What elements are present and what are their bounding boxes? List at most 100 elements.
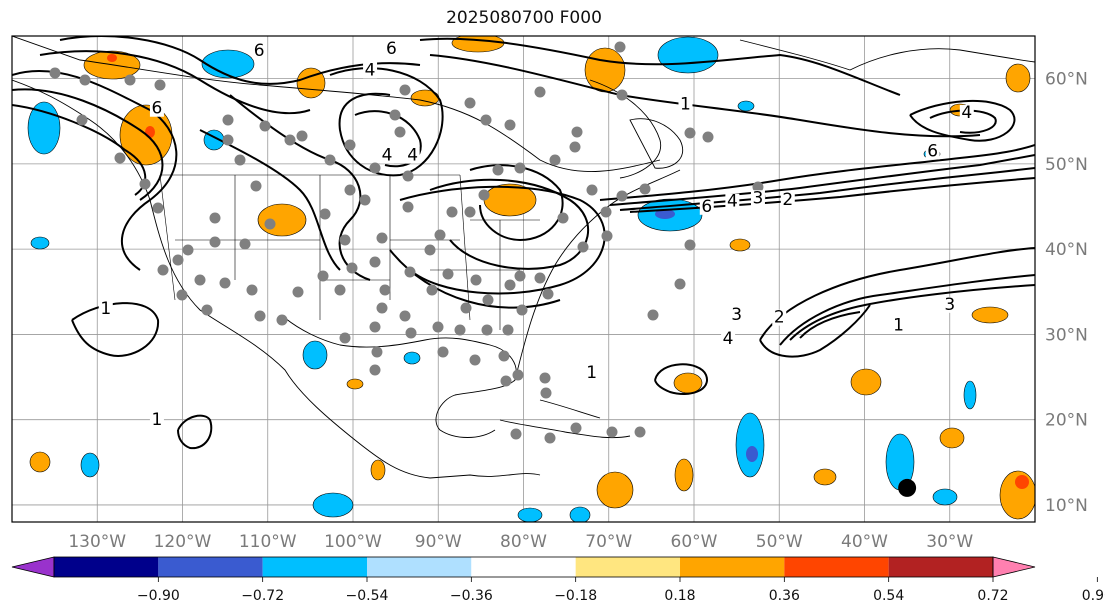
positive-anomaly bbox=[939, 427, 965, 449]
latitude-label: 40°N bbox=[1045, 240, 1088, 260]
station-dot bbox=[464, 97, 476, 109]
station-dot bbox=[172, 254, 184, 266]
station-dot bbox=[334, 284, 346, 296]
station-dot bbox=[601, 230, 613, 242]
contour-label: 6 bbox=[701, 197, 712, 217]
station-dot bbox=[369, 256, 381, 268]
station-dot bbox=[76, 114, 88, 126]
contour-label-bg bbox=[252, 42, 267, 59]
station-dot bbox=[684, 239, 696, 251]
contour-label-bg bbox=[925, 143, 940, 160]
station-dot bbox=[432, 321, 444, 333]
station-dot bbox=[201, 304, 213, 316]
station-dot bbox=[482, 294, 494, 306]
contour-label-bg bbox=[721, 330, 736, 347]
station-dot bbox=[639, 183, 651, 195]
negative-anomaly bbox=[569, 506, 591, 522]
negative-anomaly bbox=[30, 236, 50, 250]
station-dot bbox=[176, 289, 188, 301]
longitude-label: 100°W bbox=[324, 532, 382, 552]
station-dot bbox=[634, 426, 646, 438]
station-dot bbox=[702, 131, 714, 143]
coastlines bbox=[12, 36, 1035, 479]
negative-anomaly bbox=[735, 412, 765, 478]
contour-label-bg bbox=[780, 191, 795, 208]
strong-positive-anomaly bbox=[145, 126, 155, 138]
station-dot bbox=[540, 387, 552, 399]
positive-anomaly bbox=[451, 36, 505, 53]
latitude-label: 30°N bbox=[1045, 325, 1088, 345]
station-dot bbox=[324, 154, 336, 166]
colorbar-swatch bbox=[680, 557, 785, 577]
station-dot bbox=[470, 274, 482, 286]
station-dot bbox=[498, 350, 510, 362]
strong-negative-anomaly bbox=[655, 209, 675, 219]
station-dot bbox=[344, 184, 356, 196]
colorbar-label: −0.54 bbox=[346, 588, 389, 604]
station-dot bbox=[460, 302, 472, 314]
station-dot bbox=[239, 238, 251, 250]
longitude-label: 60°W bbox=[671, 532, 718, 552]
station-dot bbox=[222, 134, 234, 146]
contour-label: 6 bbox=[927, 141, 938, 161]
station-dot bbox=[570, 422, 582, 434]
station-dot bbox=[346, 262, 358, 274]
station-dot bbox=[464, 206, 476, 218]
station-dot bbox=[264, 218, 276, 230]
map-title: 2025080700 F000 bbox=[446, 8, 602, 28]
strong-positive-anomaly bbox=[1015, 475, 1029, 489]
positive-anomaly bbox=[850, 368, 882, 396]
station-dot bbox=[49, 67, 61, 79]
station-dot bbox=[250, 180, 262, 192]
station-dot bbox=[549, 154, 561, 166]
contour-label: 1 bbox=[152, 410, 163, 430]
station-dot bbox=[504, 119, 516, 131]
station-dot bbox=[405, 327, 417, 339]
station-dot bbox=[571, 126, 583, 138]
contour-label: 2 bbox=[782, 190, 793, 210]
contour-label-bg bbox=[891, 317, 906, 334]
longitude-label: 90°W bbox=[415, 532, 462, 552]
station-dot bbox=[296, 130, 308, 142]
station-dot bbox=[379, 284, 391, 296]
strong-positive-anomaly bbox=[107, 54, 117, 62]
contour-label: 4 bbox=[365, 60, 376, 80]
contour-label: 1 bbox=[586, 363, 597, 383]
colorbar-swatch bbox=[784, 557, 889, 577]
contour-label: 2 bbox=[774, 308, 785, 328]
station-dot bbox=[510, 428, 522, 440]
station-dot bbox=[404, 266, 416, 278]
positive-anomaly bbox=[370, 459, 386, 481]
positive-anomaly bbox=[729, 238, 751, 252]
latitude-label: 60°N bbox=[1045, 70, 1088, 90]
colorbar-label: −0.72 bbox=[241, 588, 284, 604]
contour-label: 1 bbox=[893, 315, 904, 335]
station-dot bbox=[369, 321, 381, 333]
station-dot bbox=[394, 126, 406, 138]
station-dot bbox=[359, 194, 371, 206]
station-dot bbox=[399, 310, 411, 322]
colorbar-swatch bbox=[575, 557, 680, 577]
contour-label-bg bbox=[772, 309, 787, 326]
contour-label: 3 bbox=[753, 188, 764, 208]
station-dot bbox=[569, 141, 581, 153]
station-dot bbox=[376, 302, 388, 314]
colorbar: −0.90 −0.72 −0.54 −0.36 −0.18 0.18 0.36 0.54 0.7… bbox=[11, 556, 1105, 604]
colorbar-label: 0.18 bbox=[664, 588, 695, 604]
longitude-labels: 130°W 120°W 110°W 100°W 90°W 80°W 70°W 60°W 50°W… bbox=[68, 532, 973, 552]
station-dot bbox=[534, 86, 546, 98]
negative-anomaly bbox=[963, 380, 977, 410]
station-dot bbox=[614, 41, 626, 53]
positive-anomaly bbox=[971, 306, 1009, 324]
colorbar-label: −0.90 bbox=[137, 588, 180, 604]
latitude-label: 20°N bbox=[1045, 411, 1088, 431]
station-dot bbox=[514, 270, 526, 282]
station-dot bbox=[539, 372, 551, 384]
negative-anomaly bbox=[657, 36, 719, 74]
contour-labels: 6464414632641113423146 bbox=[98, 39, 974, 430]
station-dot bbox=[246, 284, 258, 296]
positive-anomaly bbox=[813, 468, 837, 486]
station-dot bbox=[426, 284, 438, 296]
station-dot bbox=[194, 274, 206, 286]
positive-anomaly bbox=[257, 203, 307, 237]
